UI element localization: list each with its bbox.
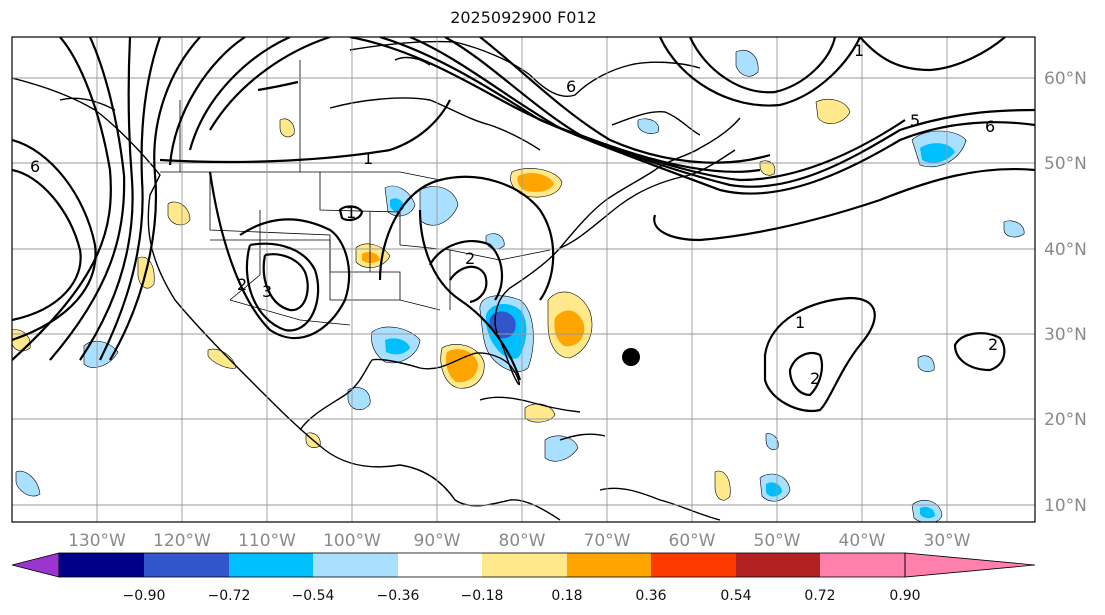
colorbar-segment bbox=[59, 553, 144, 577]
lon-label: 40°W bbox=[839, 531, 886, 551]
longitude-labels: 130°W 120°W 110°W 100°W 90°W 80°W 70°W 6… bbox=[68, 531, 971, 551]
colorbar-segment bbox=[229, 553, 313, 577]
colorbar-segment bbox=[820, 553, 905, 577]
lat-label: 50°N bbox=[1044, 154, 1087, 174]
colorbar-tick-label: −0.72 bbox=[208, 588, 251, 604]
colorbar-segment bbox=[651, 553, 736, 577]
lon-label: 70°W bbox=[584, 531, 631, 551]
contour-lines bbox=[12, 37, 1035, 413]
lon-label: 60°W bbox=[669, 531, 716, 551]
colorbar-tick-label: 0.18 bbox=[551, 588, 582, 604]
lon-label: 130°W bbox=[68, 531, 126, 551]
colorbar-segment bbox=[482, 553, 567, 577]
lon-label: 50°W bbox=[754, 531, 801, 551]
contour-label-group: 6 1 1 2 3 2 2 1 2 5 6 6 1 bbox=[30, 41, 998, 388]
contour-label: 2 bbox=[465, 249, 475, 268]
contour-label: 1 bbox=[363, 149, 373, 168]
contour-label: 6 bbox=[566, 77, 576, 96]
colorbar-tick-label: −0.18 bbox=[461, 588, 504, 604]
lat-label: 60°N bbox=[1044, 69, 1087, 89]
colorbar-segment bbox=[144, 553, 229, 577]
contour-label: 2 bbox=[988, 335, 998, 354]
colorbar: −0.90 −0.72 −0.54 −0.36 −0.18 0.18 0.36 … bbox=[11, 552, 1036, 604]
gridlines bbox=[12, 37, 1035, 522]
contour-label: 2 bbox=[237, 275, 247, 294]
lat-label: 10°N bbox=[1044, 496, 1087, 516]
lon-label: 110°W bbox=[238, 531, 296, 551]
colorbar-segment bbox=[736, 553, 820, 577]
colorbar-frame bbox=[58, 552, 906, 578]
lat-label: 40°N bbox=[1044, 240, 1087, 260]
lon-label: 90°W bbox=[414, 531, 461, 551]
storm-center-marker bbox=[622, 348, 640, 366]
lat-label: 30°N bbox=[1044, 325, 1087, 345]
colorbar-segment bbox=[567, 553, 651, 577]
contour-label: 6 bbox=[30, 157, 40, 176]
political-borders bbox=[160, 60, 551, 326]
coastlines bbox=[12, 40, 741, 521]
colorbar-segment bbox=[398, 553, 482, 577]
colorbar-min-extension bbox=[11, 552, 60, 578]
contour-label: 5 bbox=[910, 111, 920, 130]
colorbar-tick-label: 0.54 bbox=[720, 588, 751, 604]
lon-label: 80°W bbox=[499, 531, 546, 551]
map-frame bbox=[11, 36, 1036, 523]
contour-label: 1 bbox=[346, 203, 356, 222]
latitude-labels: 60°N 50°N 40°N 30°N 20°N 10°N bbox=[1044, 69, 1087, 516]
colorbar-tick-label: −0.36 bbox=[377, 588, 420, 604]
lat-label: 20°N bbox=[1044, 410, 1087, 430]
colorbar-segment bbox=[313, 553, 398, 577]
colorbar-max-extension bbox=[904, 552, 1036, 578]
contour-label: 3 bbox=[262, 282, 272, 301]
anomaly-shading bbox=[12, 50, 1025, 522]
lon-label: 30°W bbox=[924, 531, 971, 551]
lon-label: 120°W bbox=[153, 531, 211, 551]
map-plot-area: 6 1 1 2 3 2 2 1 2 5 6 6 1 bbox=[12, 37, 1035, 522]
colorbar-tick-label: −0.90 bbox=[123, 588, 166, 604]
contour-label: 2 bbox=[810, 369, 820, 388]
colorbar-tick-label: 0.90 bbox=[889, 588, 920, 604]
contour-label: 6 bbox=[985, 117, 995, 136]
contour-label: 1 bbox=[795, 313, 805, 332]
contour-label: 1 bbox=[854, 41, 864, 60]
map-title: 2025092900 F012 bbox=[450, 8, 597, 27]
colorbar-tick-label: −0.54 bbox=[292, 588, 335, 604]
colorbar-tick-label: 0.72 bbox=[804, 588, 835, 604]
lon-label: 100°W bbox=[323, 531, 381, 551]
colorbar-tick-label: 0.36 bbox=[635, 588, 666, 604]
